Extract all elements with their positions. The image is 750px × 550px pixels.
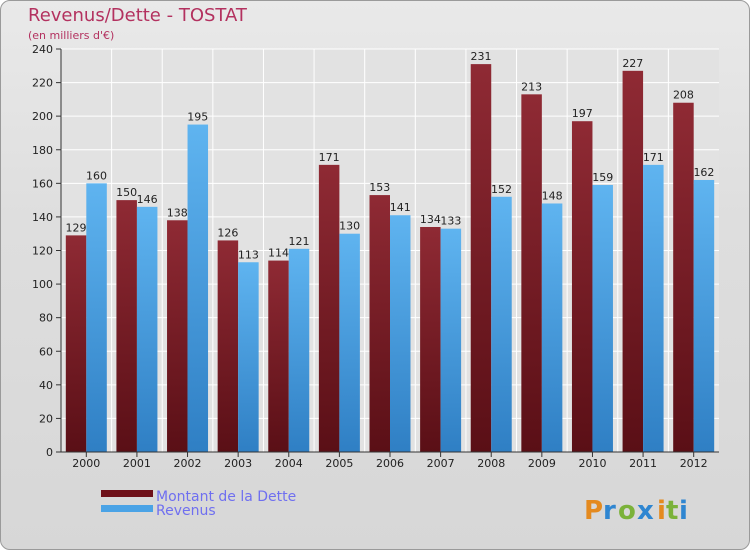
bar-revenus (86, 183, 107, 453)
data-label: 213 (521, 80, 542, 93)
legend-label-revenus: Revenus (156, 503, 216, 519)
logo-letter-5: i (657, 496, 666, 526)
bar-dette (167, 220, 188, 452)
legend: Montant de la Dette Revenus (101, 489, 296, 519)
data-label: 121 (289, 235, 310, 248)
bar-dette (420, 226, 441, 452)
bar-dette (116, 200, 137, 452)
y-tick-label: 80 (39, 312, 53, 325)
data-label: 114 (268, 247, 289, 260)
x-tick-label: 2007 (427, 457, 455, 470)
y-tick-label: 20 (39, 412, 53, 425)
x-tick-label: 2012 (680, 457, 708, 470)
bar-dette (571, 121, 593, 453)
bar-dette (622, 70, 644, 453)
bar-revenus (541, 203, 563, 452)
data-label: 153 (369, 181, 390, 194)
data-label: 162 (693, 166, 714, 179)
logo-letter-7: i (679, 496, 688, 526)
y-tick-label: 240 (32, 43, 53, 56)
data-label: 152 (491, 183, 512, 196)
y-tick-label: 60 (39, 345, 53, 358)
legend-label-dette: Montant de la Dette (156, 489, 296, 505)
data-label: 197 (572, 107, 593, 120)
data-label: 113 (238, 248, 259, 261)
data-label: 150 (116, 186, 137, 199)
bar-dette (369, 195, 390, 452)
x-tick-label: 2000 (72, 457, 100, 470)
bar-dette (65, 235, 87, 452)
x-tick-label: 2006 (376, 457, 404, 470)
data-label: 160 (86, 169, 107, 182)
bar-revenus (491, 196, 512, 452)
bar-revenus (643, 164, 664, 453)
data-label: 146 (137, 193, 158, 206)
x-tick-label: 2004 (275, 457, 303, 470)
x-tick-label: 2001 (123, 457, 151, 470)
bar-revenus (136, 206, 158, 452)
bar-revenus (187, 124, 209, 452)
x-tick-label: 2002 (174, 457, 202, 470)
data-label: 133 (440, 215, 461, 228)
data-label: 208 (673, 89, 694, 102)
data-label: 171 (643, 151, 664, 164)
logo-letter-3: o (618, 496, 636, 526)
logo-letter-2: r (603, 496, 616, 526)
y-tick-label: 140 (32, 211, 53, 224)
y-tick-label: 200 (32, 110, 53, 123)
bar-revenus (592, 185, 613, 452)
data-label: 130 (339, 220, 360, 233)
logo-letter-1: P (584, 496, 603, 526)
proxiti-logo: P r o x i t i (584, 496, 688, 526)
data-label: 141 (390, 201, 411, 214)
x-tick-label: 2008 (477, 457, 505, 470)
x-tick-label: 2009 (528, 457, 556, 470)
data-label: 159 (592, 171, 613, 184)
y-tick-label: 220 (32, 77, 53, 90)
data-label: 129 (66, 221, 87, 234)
data-label: 148 (542, 189, 563, 202)
data-label: 227 (622, 57, 643, 70)
bar-revenus (288, 248, 310, 452)
bar-dette (673, 102, 694, 452)
bar-revenus (440, 228, 462, 452)
data-label: 195 (187, 111, 208, 124)
bar-dette (268, 260, 289, 452)
chart-subtitle: (en milliers d'€) (28, 29, 115, 42)
data-label: 231 (470, 50, 491, 63)
bar-revenus (238, 262, 259, 452)
bar-revenus (390, 215, 411, 452)
bar-dette (470, 64, 492, 453)
y-tick-label: 120 (32, 245, 53, 258)
y-tick-label: 100 (32, 278, 53, 291)
data-label: 126 (217, 226, 238, 239)
x-tick-label: 2003 (224, 457, 252, 470)
legend-swatch-dette (101, 490, 153, 497)
y-tick-label: 160 (32, 177, 53, 190)
bar-revenus (693, 179, 715, 452)
y-tick-label: 0 (46, 446, 53, 459)
y-tick-label: 40 (39, 379, 53, 392)
bar-dette (521, 94, 542, 453)
x-tick-label: 2005 (325, 457, 353, 470)
logo-letter-4: x (637, 496, 654, 526)
legend-swatch-revenus (101, 505, 153, 512)
logo-letter-6: t (666, 496, 678, 526)
chart-title: Revenus/Dette - TOSTAT (28, 5, 247, 26)
x-tick-label: 2010 (578, 457, 606, 470)
y-tick-label: 180 (32, 144, 53, 157)
bar-revenus (339, 233, 360, 452)
x-tick-label: 2011 (629, 457, 657, 470)
axes: 0 20 40 60 80 100 120 140 160 180 200 220 240 2000 200… (32, 43, 719, 470)
data-label: 171 (319, 151, 340, 164)
bar-dette (217, 240, 239, 452)
bar-dette (318, 164, 340, 453)
data-label: 138 (167, 206, 188, 219)
data-label: 134 (420, 213, 441, 226)
